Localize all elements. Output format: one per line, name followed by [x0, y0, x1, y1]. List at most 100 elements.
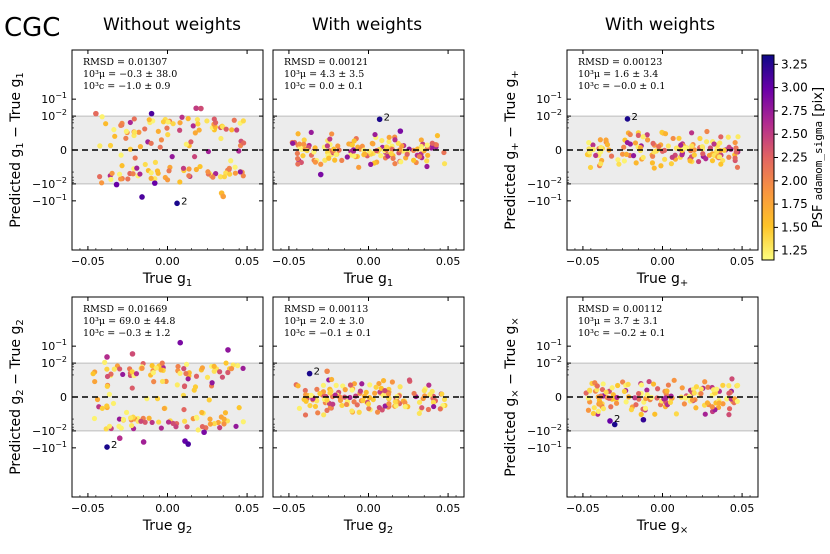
data-point — [241, 140, 247, 146]
data-point — [644, 137, 651, 143]
y-label-subscript: × — [510, 389, 521, 397]
data-point — [104, 366, 110, 372]
y-label-subscript: + — [510, 142, 521, 150]
x-tick-label: 0.00 — [650, 502, 675, 515]
data-point — [333, 382, 339, 388]
data-point — [650, 153, 656, 159]
data-point — [393, 403, 399, 409]
x-axis-label: True g× — [636, 518, 688, 536]
data-point — [386, 401, 392, 407]
data-point — [314, 398, 320, 404]
data-points: 2 — [583, 376, 741, 428]
data-point — [151, 379, 157, 385]
data-point — [158, 137, 165, 143]
data-point — [388, 150, 394, 157]
data-point — [228, 366, 235, 372]
data-point — [711, 141, 717, 147]
data-point — [372, 131, 378, 138]
data-point — [237, 169, 243, 175]
y-tick-base: 10 — [41, 357, 55, 370]
data-point — [623, 151, 630, 158]
x-label-subscript: 2 — [186, 525, 192, 536]
data-point — [240, 118, 246, 124]
colorbar-tick-label: 1.50 — [781, 220, 808, 234]
data-point — [424, 158, 430, 164]
data-point — [340, 383, 346, 389]
outlier-point — [317, 171, 324, 178]
y-label-subscript: × — [510, 317, 521, 325]
data-point — [725, 134, 731, 140]
data-point — [397, 384, 403, 390]
data-point — [392, 161, 398, 167]
stats-line: RMSD = 0.01307 — [83, 57, 167, 68]
x-tick-label: 0.05 — [730, 502, 755, 515]
outlier-point — [324, 368, 330, 375]
y-tick-base: −10 — [527, 178, 550, 191]
y-axis-label: Predicted g1 − True g1 — [8, 72, 26, 228]
data-point — [206, 397, 212, 403]
x-label-subscript: × — [680, 525, 688, 536]
data-point — [590, 410, 597, 417]
data-point — [608, 404, 614, 410]
data-point — [349, 408, 355, 414]
data-point — [195, 427, 201, 433]
data-point — [119, 163, 125, 169]
data-point — [104, 403, 110, 409]
data-point — [155, 128, 161, 134]
data-point — [661, 147, 668, 153]
data-point — [349, 387, 355, 393]
data-point — [597, 137, 603, 143]
data-point — [600, 381, 606, 387]
data-point — [681, 401, 687, 407]
y-tick-label: 10−2 — [536, 355, 562, 370]
y-tick-exponent: −2 — [55, 108, 67, 117]
data-point — [380, 378, 387, 384]
data-point — [199, 409, 205, 416]
data-point — [726, 154, 732, 160]
outlier-count-label: 2 — [614, 414, 620, 425]
data-point — [116, 171, 123, 177]
y-tick-label: 10−1 — [536, 91, 562, 106]
y-tick-exponent: −1 — [55, 193, 67, 202]
data-point — [703, 139, 710, 145]
data-point — [234, 127, 240, 133]
data-point — [704, 400, 711, 406]
data-point — [118, 176, 124, 182]
data-point — [333, 151, 339, 158]
data-point — [386, 134, 392, 140]
data-point — [127, 146, 133, 152]
data-point — [610, 392, 616, 398]
outlier-point — [139, 194, 145, 200]
y-tick-label: −10−2 — [527, 423, 562, 438]
data-point — [186, 173, 192, 179]
y-tick-exponent: −1 — [550, 440, 562, 449]
data-point — [418, 137, 424, 143]
data-point — [235, 363, 241, 369]
data-point — [359, 381, 365, 387]
data-point — [382, 388, 388, 394]
data-point — [374, 409, 381, 415]
y-tick-label: 10−2 — [41, 355, 67, 370]
data-point — [707, 145, 713, 151]
data-point — [640, 154, 646, 161]
data-point — [699, 144, 705, 150]
data-point — [625, 381, 631, 387]
data-point — [691, 152, 697, 158]
y-tick-label: −10−1 — [32, 440, 67, 455]
data-point — [181, 366, 187, 372]
data-point — [107, 142, 114, 149]
data-point — [109, 170, 115, 176]
data-point — [676, 135, 682, 141]
data-point — [652, 411, 658, 417]
data-point — [142, 126, 148, 132]
data-point — [729, 376, 735, 382]
data-point — [302, 387, 308, 394]
y-label-text: Predicted g — [8, 149, 24, 228]
stats-line: 10³μ = 3.7 ± 3.1 — [578, 316, 658, 327]
data-point — [301, 137, 307, 143]
data-point — [111, 127, 117, 133]
y-tick-base: 0 — [555, 144, 562, 157]
data-point — [633, 402, 639, 408]
